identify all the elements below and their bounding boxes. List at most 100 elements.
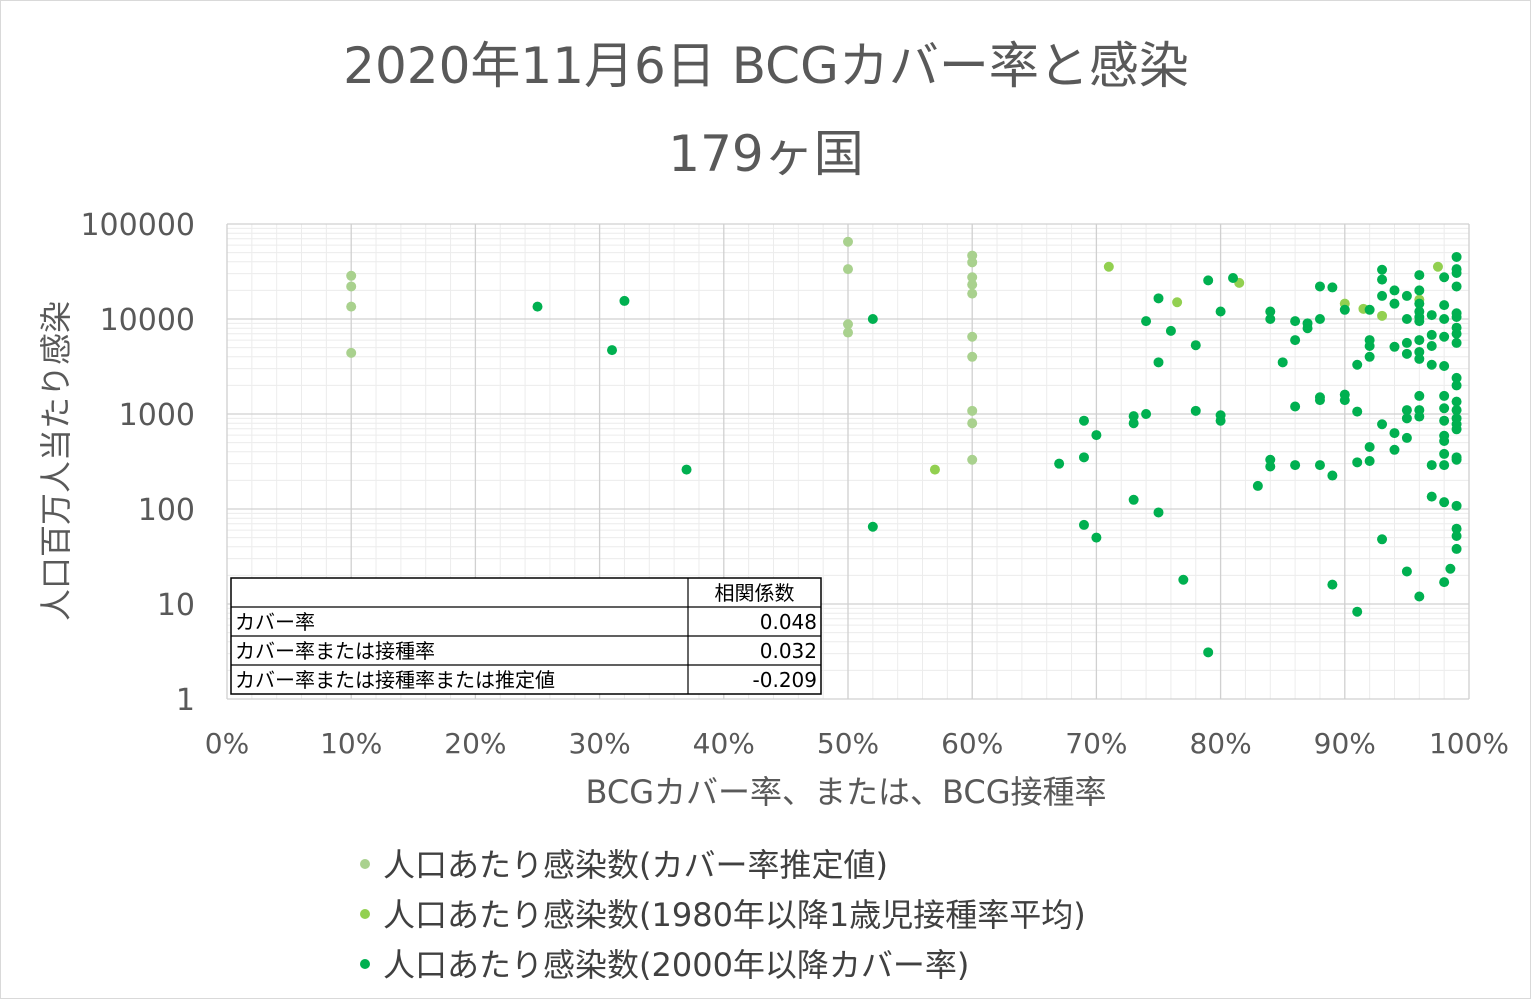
data-point xyxy=(1426,491,1437,502)
data-point xyxy=(1377,419,1388,430)
data-point xyxy=(1389,428,1400,439)
data-point xyxy=(967,272,978,283)
data-point xyxy=(1451,267,1462,278)
data-point xyxy=(1314,314,1325,324)
data-point xyxy=(1401,348,1412,359)
data-point xyxy=(1364,441,1375,452)
data-point xyxy=(1451,251,1462,262)
data-point xyxy=(967,418,978,429)
data-point xyxy=(1377,534,1388,545)
data-point xyxy=(1290,316,1301,327)
data-point xyxy=(1091,430,1102,441)
legend-label: 人口あたり感染数(2000年以降カバー率) xyxy=(383,946,969,984)
data-point xyxy=(967,331,978,342)
data-point xyxy=(1178,574,1189,585)
data-point xyxy=(1377,290,1388,301)
data-point xyxy=(1091,532,1102,543)
data-point xyxy=(1078,415,1089,426)
x-tick-label: 40% xyxy=(693,727,755,760)
data-point xyxy=(1414,298,1425,309)
data-point xyxy=(843,327,853,338)
data-point xyxy=(1265,314,1276,324)
data-point xyxy=(1451,530,1462,541)
data-point xyxy=(1364,304,1375,315)
data-point xyxy=(1153,507,1164,518)
x-tick-label: 100% xyxy=(1429,727,1509,760)
data-point xyxy=(1439,460,1450,471)
data-point xyxy=(1451,523,1462,534)
x-axis-ticks: 0% 10% 20% 30% 40% 50% 60% 70% 80% 90% 100% xyxy=(205,727,1509,760)
data-point xyxy=(1290,335,1301,346)
data-point xyxy=(346,301,357,312)
y-tick-label: 1000 xyxy=(119,398,195,433)
data-point xyxy=(1314,281,1325,292)
data-point xyxy=(1153,293,1164,304)
data-point xyxy=(1290,401,1301,412)
table-row-value: 0.032 xyxy=(760,639,817,663)
data-point xyxy=(1451,424,1462,435)
data-point xyxy=(681,464,692,475)
chart-subtitle: 179ヶ国 xyxy=(668,125,863,183)
data-point xyxy=(1439,272,1450,283)
data-point xyxy=(967,288,978,299)
data-point xyxy=(1439,497,1450,508)
legend-label: 人口あたり感染数(カバー率推定値) xyxy=(383,846,888,884)
data-point xyxy=(1426,359,1437,370)
data-point xyxy=(1141,409,1152,419)
data-point xyxy=(1439,300,1450,311)
data-point xyxy=(1327,282,1338,293)
data-point xyxy=(1364,351,1375,362)
data-point xyxy=(1277,357,1288,368)
data-point xyxy=(1389,341,1400,352)
data-point xyxy=(1439,390,1450,401)
data-point xyxy=(1327,579,1338,590)
data-point xyxy=(1190,340,1201,351)
x-axis-label: BCGカバー率、または、BCG接種率 xyxy=(585,773,1106,811)
data-point xyxy=(1314,460,1325,471)
y-axis-ticks: 1 10 100 1000 10000 100000 xyxy=(80,208,195,718)
data-point xyxy=(1451,380,1462,391)
y-tick-label: 10 xyxy=(157,588,195,623)
data-point xyxy=(1364,456,1375,467)
data-point xyxy=(1451,311,1462,322)
data-point xyxy=(1153,357,1164,368)
data-point xyxy=(843,236,853,247)
data-point xyxy=(1203,647,1214,658)
data-point xyxy=(1414,285,1425,296)
data-point xyxy=(967,351,978,362)
data-point xyxy=(1451,543,1462,554)
data-point xyxy=(1414,353,1425,364)
data-point xyxy=(1414,390,1425,401)
x-tick-label: 30% xyxy=(568,727,630,760)
x-tick-label: 80% xyxy=(1189,727,1251,760)
data-point xyxy=(1439,415,1450,426)
data-point xyxy=(607,345,618,356)
x-tick-label: 90% xyxy=(1314,727,1376,760)
data-point xyxy=(1141,316,1152,327)
data-point xyxy=(1128,411,1139,422)
data-point xyxy=(1352,406,1363,417)
data-point xyxy=(1439,361,1450,372)
data-point xyxy=(929,464,940,475)
data-point xyxy=(1377,264,1388,275)
data-point xyxy=(1103,261,1114,272)
data-point xyxy=(1426,329,1437,340)
data-point xyxy=(346,347,357,358)
data-point xyxy=(1290,460,1301,471)
data-point xyxy=(1364,340,1375,351)
table-row-label: カバー率または接種率 xyxy=(235,639,435,663)
data-point xyxy=(967,405,978,416)
data-point xyxy=(1426,340,1437,351)
data-point xyxy=(346,281,357,292)
y-tick-label: 100 xyxy=(138,493,195,528)
data-point xyxy=(1352,359,1363,370)
table-row-label: カバー率または接種率または推定値 xyxy=(235,668,555,692)
data-point xyxy=(1389,444,1400,455)
data-point xyxy=(1451,281,1462,292)
data-point xyxy=(1451,372,1462,383)
data-point xyxy=(1414,335,1425,346)
x-tick-label: 20% xyxy=(444,727,506,760)
data-point xyxy=(1215,415,1226,426)
